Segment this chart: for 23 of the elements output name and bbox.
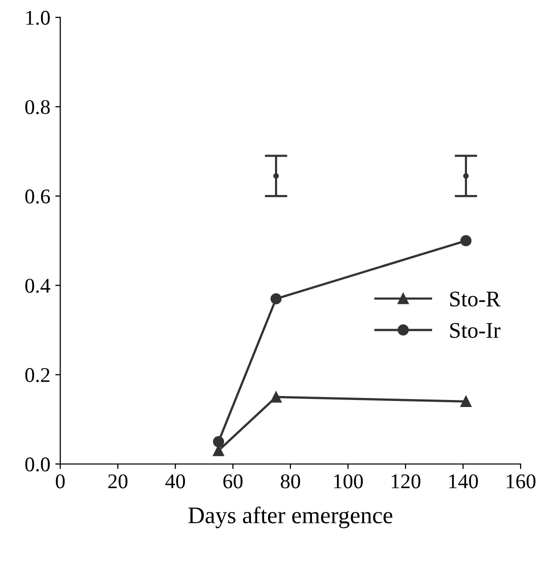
- point: [212, 436, 224, 448]
- x-tick-label: 120: [392, 474, 420, 488]
- x-tick-label: 40: [165, 474, 185, 488]
- x-tick-label: 160: [506, 474, 536, 488]
- y-tick-label: 0.0: [25, 457, 50, 472]
- x-tick-label: 20: [108, 474, 128, 488]
- x-tick-label: 80: [280, 474, 300, 488]
- point: [460, 235, 472, 246]
- point: [270, 391, 282, 403]
- y-tick-label: 0.4: [25, 278, 50, 293]
- point: [270, 293, 282, 304]
- x-axis-title: Days after emergence: [188, 506, 392, 528]
- legend-label: Sto-Ir: [450, 323, 500, 338]
- point: [460, 396, 472, 408]
- y-tick-label: 0.6: [25, 189, 50, 204]
- y-tick-label: 1.0: [26, 10, 50, 25]
- y-tick-label: 0.2: [25, 368, 50, 382]
- legend-label: Sto-R: [450, 292, 501, 307]
- x-tick-label: 0: [56, 474, 65, 488]
- x-tick-label: 60: [223, 474, 243, 488]
- y-tick-label: 0.8: [25, 100, 50, 114]
- x-tick-label: 140: [449, 474, 478, 488]
- x-tick-label: 100: [334, 474, 363, 488]
